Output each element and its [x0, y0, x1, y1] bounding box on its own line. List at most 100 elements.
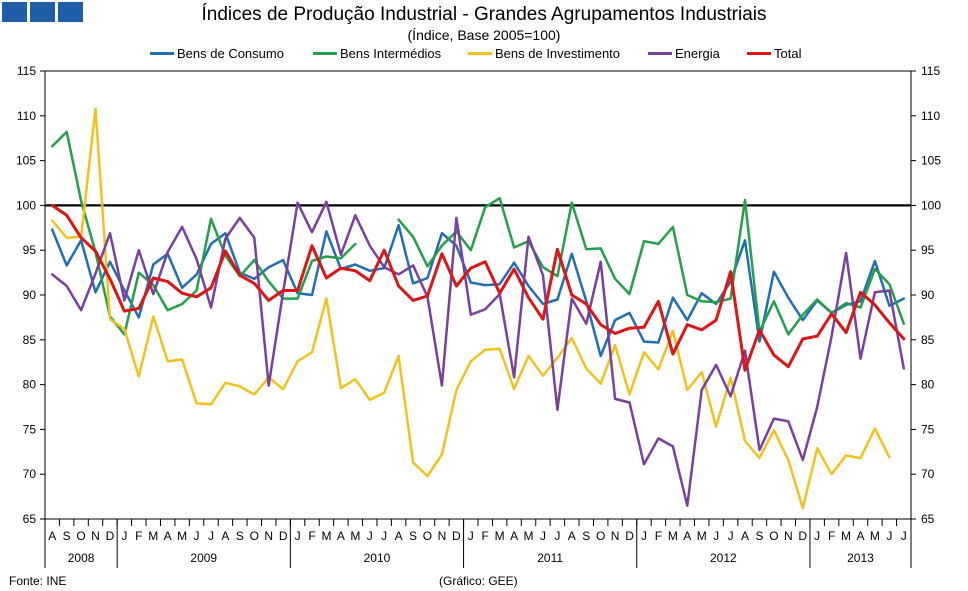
x-month-label-39: N — [611, 529, 620, 543]
legend-label-bens-intermedios: Bens Intermédios — [340, 46, 442, 61]
x-month-label-40: D — [625, 529, 634, 543]
x-month-label-34: J — [540, 529, 546, 543]
x-month-label-23: J — [381, 529, 387, 543]
x-month-label-13: S — [236, 529, 244, 543]
y-tick-label-right-85: 85 — [921, 333, 935, 347]
y-tick-label-left-85: 85 — [23, 333, 37, 347]
x-month-label-12: A — [221, 529, 229, 543]
x-month-label-11: J — [208, 529, 214, 543]
y-tick-label-right-115: 115 — [921, 64, 940, 78]
legend-item-bens-de-consumo: Bens de Consumo — [150, 46, 284, 61]
year-label-2012: 2012 — [710, 551, 737, 565]
chart-credit: (Gráfico: GEE) — [439, 574, 518, 588]
x-month-label-55: M — [841, 529, 851, 543]
x-month-label-5: J — [121, 529, 127, 543]
legend-swatch-total — [747, 52, 771, 56]
x-month-label-16: D — [279, 529, 288, 543]
y-tick-label-left-80: 80 — [23, 378, 37, 392]
series-line-bens-intermedios — [50, 130, 906, 336]
x-month-label-10: J — [194, 529, 200, 543]
x-month-label-30: F — [482, 529, 489, 543]
year-label-2011: 2011 — [537, 551, 563, 565]
source-note: Fonte: INE — [9, 574, 67, 588]
legend-swatch-energia — [648, 52, 672, 56]
x-month-label-35: J — [554, 529, 560, 543]
x-month-label-37: S — [582, 529, 590, 543]
logo-block-2 — [30, 2, 55, 22]
x-month-label-15: N — [264, 529, 273, 543]
chart-title: Índices de Produção Industrial - Grandes… — [201, 4, 767, 25]
y-tick-label-right-90: 90 — [921, 288, 935, 302]
x-month-label-6: F — [135, 529, 142, 543]
x-month-label-26: O — [423, 529, 432, 543]
x-month-label-8: A — [164, 529, 172, 543]
x-month-label-54: F — [828, 529, 835, 543]
y-tick-label-right-70: 70 — [921, 467, 935, 481]
year-label-2010: 2010 — [364, 551, 391, 565]
y-tick-label-left-95: 95 — [23, 243, 37, 257]
y-tick-label-left-110: 110 — [17, 109, 36, 123]
x-month-label-49: S — [755, 529, 763, 543]
series-line-bens-de-consumo — [50, 223, 906, 358]
year-label-2009: 2009 — [190, 551, 217, 565]
y-tick-label-left-65: 65 — [23, 512, 37, 526]
x-month-label-20: A — [337, 529, 345, 543]
legend-label-bens-de-consumo: Bens de Consumo — [177, 46, 284, 61]
year-label-2013: 2013 — [847, 551, 874, 565]
x-month-label-17: J — [295, 529, 301, 543]
x-month-label-58: J — [886, 529, 892, 543]
legend-swatch-bens-de-consumo — [150, 52, 174, 56]
plot-frame — [44, 70, 912, 520]
year-label-2008: 2008 — [68, 551, 95, 565]
y-tick-label-left-90: 90 — [23, 288, 37, 302]
y-tick-label-right-65: 65 — [921, 512, 935, 526]
y-tick-label-right-95: 95 — [921, 243, 935, 257]
x-month-label-33: M — [524, 529, 534, 543]
x-month-label-28: D — [452, 529, 461, 543]
legend-item-bens-intermedios: Bens Intermédios — [313, 46, 441, 61]
y-tick-label-left-115: 115 — [17, 64, 36, 78]
legend-label-energia: Energia — [675, 46, 720, 61]
y-tick-label-right-75: 75 — [921, 422, 935, 436]
x-month-label-45: M — [697, 529, 707, 543]
x-month-label-57: M — [870, 529, 880, 543]
x-month-label-2: O — [76, 529, 85, 543]
x-month-label-53: J — [814, 529, 820, 543]
y-tick-label-left-105: 105 — [16, 154, 36, 168]
y-tick-label-left-100: 100 — [16, 198, 36, 212]
x-month-label-32: A — [510, 529, 518, 543]
logo-block-1 — [2, 2, 27, 22]
x-month-label-56: A — [856, 529, 864, 543]
x-month-label-21: M — [350, 529, 360, 543]
x-month-label-25: S — [409, 529, 417, 543]
x-month-label-47: J — [728, 529, 734, 543]
x-month-label-59: J — [901, 529, 907, 543]
x-month-label-41: J — [641, 529, 647, 543]
x-month-label-24: A — [395, 529, 403, 543]
x-month-label-46: J — [713, 529, 719, 543]
x-month-label-22: J — [367, 529, 373, 543]
legend-label-bens-de-investimento: Bens de Investimento — [495, 46, 621, 61]
legend-label-total: Total — [774, 46, 802, 61]
x-month-label-52: D — [798, 529, 807, 543]
x-month-label-1: S — [63, 529, 71, 543]
x-month-label-7: M — [148, 529, 158, 543]
x-month-label-0: A — [48, 529, 56, 543]
x-month-label-3: N — [91, 529, 100, 543]
logo-block-3 — [58, 2, 83, 22]
x-month-label-43: M — [668, 529, 678, 543]
x-month-label-44: A — [683, 529, 691, 543]
legend-item-energia: Energia — [648, 46, 720, 61]
y-tick-label-left-75: 75 — [23, 422, 37, 436]
y-tick-label-right-80: 80 — [921, 378, 935, 392]
series-line-total — [50, 203, 906, 372]
x-month-label-38: O — [596, 529, 605, 543]
x-month-label-50: O — [769, 529, 778, 543]
series-line-energia — [50, 200, 906, 507]
x-month-label-19: M — [321, 529, 331, 543]
series-line-bens-de-investimento — [50, 107, 891, 510]
x-month-label-4: D — [106, 529, 115, 543]
x-month-label-27: N — [438, 529, 447, 543]
x-month-label-36: A — [568, 529, 576, 543]
